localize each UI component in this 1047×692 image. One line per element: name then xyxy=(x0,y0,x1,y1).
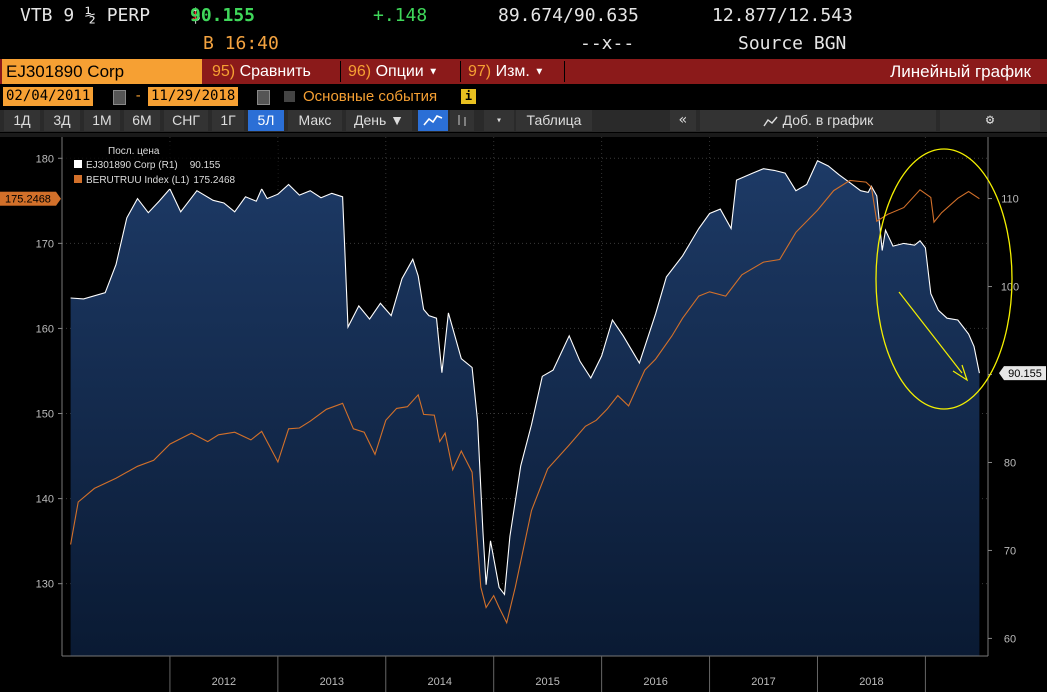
legend-item-index: BERUTRUU Index (L1) 175.2468 xyxy=(86,175,236,186)
right-value-tag-label: 90.155 xyxy=(1008,368,1042,380)
settings-icon[interactable]: ⚙ xyxy=(940,110,1040,131)
period-max-button[interactable]: Макс xyxy=(288,110,342,131)
left-axis-label: 160 xyxy=(36,323,54,335)
index-series-line xyxy=(70,179,980,625)
line-chart-icon[interactable] xyxy=(418,110,448,131)
trend-arrow-head xyxy=(952,364,969,382)
calendar-icon[interactable] xyxy=(113,90,126,105)
period-6m-button[interactable]: 6М xyxy=(124,110,160,131)
period-3d-button[interactable]: 3Д xyxy=(44,110,80,131)
chart-legend: Посл. цена EJ301890 Corp (R1) 90.155 BERU… xyxy=(66,142,278,189)
security-name: VTB 9 ½ PERP xyxy=(20,5,151,26)
compare-button[interactable]: 95) Сравнить xyxy=(212,59,311,84)
command-bar: EJ301890 Corp 95) Сравнить 96) Опции ▼ 9… xyxy=(0,59,1047,84)
info-icon[interactable]: i xyxy=(461,89,476,104)
calendar-icon[interactable] xyxy=(257,90,270,105)
period-1y-button[interactable]: 1Г xyxy=(212,110,244,131)
x-axis-label: 2017 xyxy=(751,676,775,688)
bar-chart-icon[interactable] xyxy=(450,110,474,131)
right-axis-label: 70 xyxy=(1004,545,1016,557)
period-toolbar: 1Д 3Д 1М 6М СНГ 1Г 5Л Макс День ▼ ▾ Табл… xyxy=(0,110,1047,132)
left-value-tag xyxy=(0,191,56,206)
last-price-value: 90.155 xyxy=(190,5,256,26)
price-source: Source BGN xyxy=(738,33,847,54)
legend-header: Посл. цена xyxy=(108,146,160,157)
caret-down-icon: ▼ xyxy=(534,66,545,78)
period-ytd-button[interactable]: СНГ xyxy=(164,110,208,131)
left-axis-label: 170 xyxy=(36,238,54,250)
collapse-icon[interactable]: « xyxy=(670,110,696,131)
right-value-tag-arrow xyxy=(999,366,1004,381)
dropdown-icon[interactable]: ▾ xyxy=(484,110,514,131)
right-axis-label: 80 xyxy=(1004,457,1016,469)
price-change: +.148 xyxy=(373,5,428,26)
bid-ask: 89.674/90.635 xyxy=(498,5,639,26)
bond-series-line xyxy=(70,160,980,596)
left-axis-label: 180 xyxy=(36,153,54,165)
x-axis-label: 2014 xyxy=(427,676,451,688)
events-checkbox[interactable] xyxy=(284,91,295,102)
caret-down-icon: ▼ xyxy=(428,66,439,78)
legend-item-bond: EJ301890 Corp (R1) 90.155 xyxy=(86,160,221,171)
caret-down-icon: ▼ xyxy=(390,112,405,128)
options-button[interactable]: 96) Опции ▼ xyxy=(348,59,439,84)
cross-value: --x-- xyxy=(580,33,635,54)
bid-ask-sizes: 12.877/12.543 xyxy=(712,5,853,26)
frequency-dropdown[interactable]: День ▼ xyxy=(346,110,412,131)
down-arrow-icon: ↓ xyxy=(190,5,201,26)
right-value-tag xyxy=(1004,366,1046,381)
divider xyxy=(460,61,461,82)
right-axis-label: 100 xyxy=(1001,282,1019,294)
start-date-input[interactable]: 02/04/2011 xyxy=(3,87,94,106)
end-date-input[interactable]: 11/29/2018 xyxy=(148,87,239,106)
trend-arrow xyxy=(898,291,963,374)
x-axis-label: 2016 xyxy=(643,676,667,688)
divider xyxy=(340,61,341,82)
edit-button[interactable]: 97) Изм. ▼ xyxy=(468,59,545,84)
quote-header: VTB 9 ½ PERP $ ↓ 90.155 +.148 89.674/90.63… xyxy=(0,0,1047,56)
events-label: Основные события xyxy=(303,88,438,105)
ticker-input[interactable]: EJ301890 Corp xyxy=(2,59,202,84)
left-value-tag-label: 175.2468 xyxy=(5,194,51,206)
right-axis-label: 60 xyxy=(1004,633,1016,645)
currency-symbol: $ xyxy=(190,5,201,26)
date-range-bar: 02/04/2011 - 11/29/2018 Основные события… xyxy=(0,86,1047,108)
left-axis-label: 140 xyxy=(36,494,54,506)
legend-swatch-bond xyxy=(74,160,82,168)
left-axis-label: 130 xyxy=(36,579,54,591)
x-axis-label: 2012 xyxy=(212,676,236,688)
table-button[interactable]: Таблица xyxy=(516,110,592,131)
x-axis-label: 2015 xyxy=(535,676,559,688)
right-axis-label: 110 xyxy=(1001,194,1019,206)
period-1m-button[interactable]: 1М xyxy=(84,110,120,131)
add-chart-icon xyxy=(763,116,778,127)
divider xyxy=(564,61,565,82)
add-to-chart-button[interactable]: Доб. в график xyxy=(700,110,936,131)
period-1d-button[interactable]: 1Д xyxy=(4,110,40,131)
left-value-tag-arrow xyxy=(56,191,61,206)
date-separator: - xyxy=(134,88,143,104)
legend-swatch-index xyxy=(74,175,82,183)
x-axis-label: 2018 xyxy=(859,676,883,688)
left-axis-label: 150 xyxy=(36,409,54,421)
highlight-annotation xyxy=(875,148,1013,410)
x-axis-label: 2013 xyxy=(320,676,344,688)
x-axis-band xyxy=(0,656,1047,692)
period-5y-button[interactable]: 5Л xyxy=(248,110,284,131)
chart-type-title: Линейный график xyxy=(890,62,1031,81)
bond-area xyxy=(70,160,980,657)
quote-time: B 16:40 xyxy=(203,33,279,54)
highlight-ellipse xyxy=(875,148,1013,410)
